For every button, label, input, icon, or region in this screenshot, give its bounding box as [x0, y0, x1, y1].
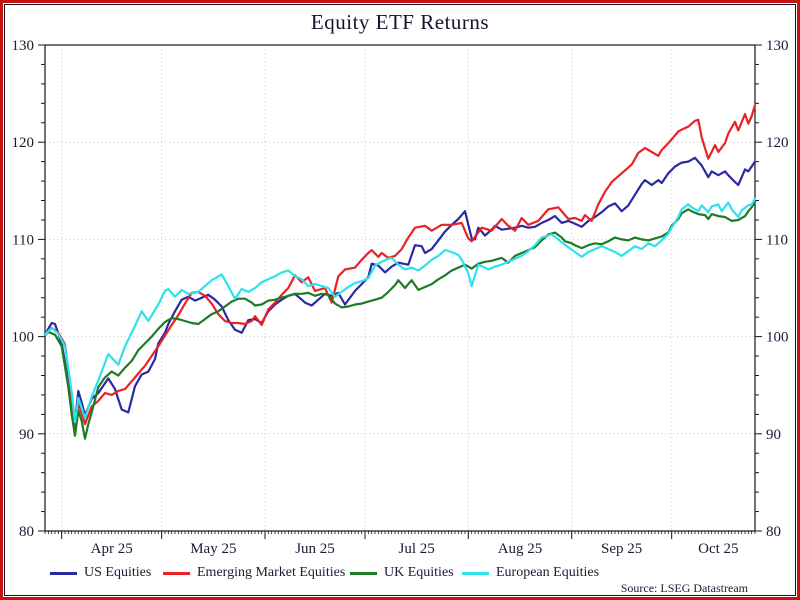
plot-border	[44, 44, 756, 532]
legend-item-emerging-market-equities: Emerging Market Equities	[163, 565, 345, 581]
y-axis-label-left: 80	[19, 524, 34, 540]
y-axis-label-left: 90	[19, 427, 34, 443]
x-axis-label: Oct 25	[698, 541, 738, 557]
x-axis-label: May 25	[190, 541, 236, 557]
x-axis-label: Jun 25	[295, 541, 335, 557]
series-line-european-equities	[43, 197, 757, 424]
series-line-emerging-market-equities	[43, 104, 757, 430]
y-axis-label-right: 110	[766, 232, 788, 248]
legend: US Equities Emerging Market Equities UK Eq…	[0, 565, 800, 583]
y-axis-label-left: 110	[12, 232, 34, 248]
legend-swatch	[350, 571, 377, 575]
y-axis-label-left: 100	[12, 330, 35, 346]
legend-item-uk-equities: UK Equities	[350, 565, 454, 581]
legend-swatch	[462, 571, 489, 575]
legend-item-us-equities: US Equities	[50, 565, 151, 581]
x-axis-label: Jul 25	[399, 541, 435, 557]
y-axis-label-right: 100	[766, 330, 789, 346]
legend-swatch	[163, 571, 190, 575]
legend-swatch	[50, 571, 77, 575]
y-axis-label-left: 130	[12, 38, 35, 54]
y-axis-label-right: 130	[766, 38, 789, 54]
y-axis-label-left: 120	[12, 135, 35, 151]
legend-item-european-equities: European Equities	[462, 565, 599, 581]
legend-label: UK Equities	[384, 565, 454, 580]
series-line-us-equities	[43, 156, 757, 424]
y-axis-label-right: 120	[766, 135, 789, 151]
y-axis-label-right: 90	[766, 427, 781, 443]
y-axis-label-right: 80	[766, 524, 781, 540]
x-axis-label: Sep 25	[601, 541, 642, 557]
legend-label: US Equities	[84, 565, 152, 580]
series-line-uk-equities	[43, 200, 757, 440]
chart-title: Equity ETF Returns	[310, 10, 490, 34]
x-axis-label: Apr 25	[91, 541, 133, 557]
legend-label: European Equities	[496, 565, 600, 580]
legend-label: Emerging Market Equities	[197, 565, 346, 580]
x-axis-label: Aug 25	[498, 541, 543, 557]
source-note: Source: LSEG Datastream	[620, 581, 748, 595]
